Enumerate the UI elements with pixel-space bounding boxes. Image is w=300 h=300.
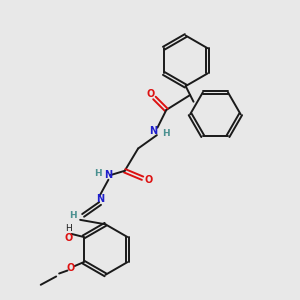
Text: H: H [94,169,102,178]
Text: N: N [104,170,112,180]
Text: O: O [144,175,153,185]
Text: H: H [162,129,169,138]
Text: H: H [69,211,76,220]
Text: O: O [64,233,73,243]
Text: N: N [96,194,104,204]
Text: O: O [147,89,155,99]
Text: O: O [67,263,75,273]
Text: N: N [149,126,157,136]
Text: H: H [65,224,72,232]
